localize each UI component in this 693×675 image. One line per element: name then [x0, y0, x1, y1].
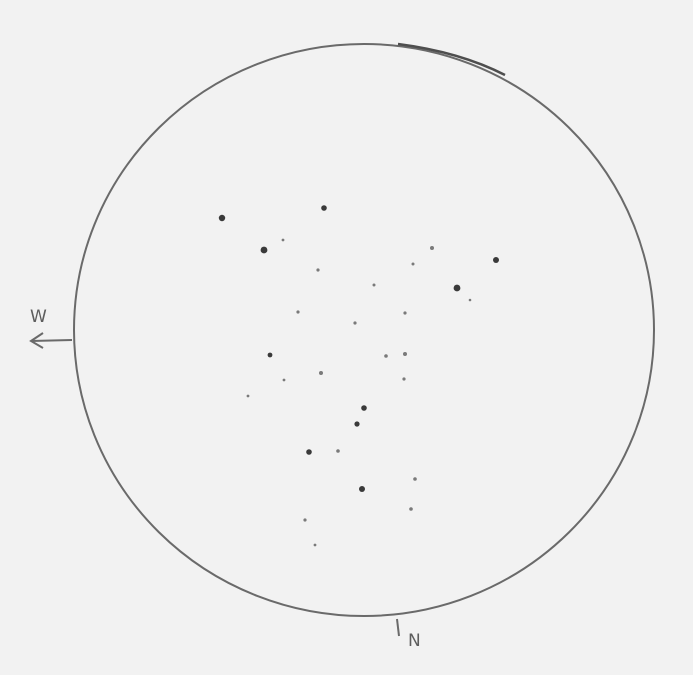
- star: [411, 262, 415, 266]
- star: [336, 449, 340, 453]
- star: [353, 321, 357, 325]
- star: [313, 543, 317, 547]
- star: [493, 257, 499, 263]
- star: [359, 486, 365, 492]
- star: [468, 298, 472, 302]
- star: [303, 518, 307, 522]
- star: [354, 421, 360, 427]
- west-arrow-icon: [29, 332, 73, 349]
- star: [361, 405, 367, 411]
- north-tick-icon: [396, 618, 400, 637]
- star: [306, 449, 312, 455]
- field-of-view-circle: [73, 43, 655, 617]
- star: [321, 205, 327, 211]
- star: [402, 377, 406, 381]
- star-field: [218, 205, 499, 547]
- north-label: N: [408, 631, 421, 651]
- star: [403, 311, 407, 315]
- star: [267, 352, 273, 358]
- star: [384, 354, 388, 358]
- star: [260, 246, 268, 254]
- star: [430, 246, 434, 250]
- field-circle-overdraw: [397, 42, 506, 77]
- star: [403, 352, 407, 356]
- star: [409, 507, 413, 511]
- star: [453, 284, 461, 292]
- star: [319, 371, 323, 375]
- star: [218, 214, 226, 222]
- star: [281, 238, 285, 242]
- star: [296, 310, 300, 314]
- west-label: W: [30, 307, 47, 327]
- star: [413, 477, 417, 481]
- star: [246, 394, 250, 398]
- star: [316, 268, 320, 272]
- star: [372, 283, 376, 287]
- star: [282, 378, 286, 382]
